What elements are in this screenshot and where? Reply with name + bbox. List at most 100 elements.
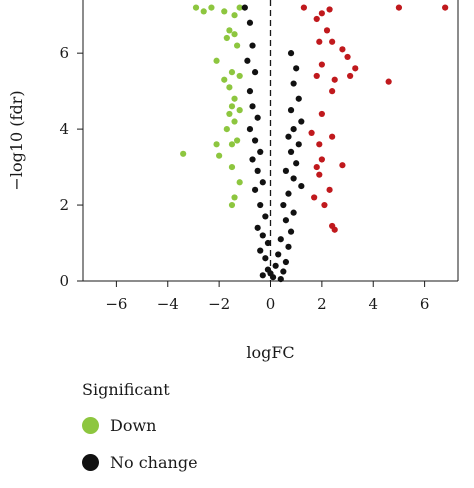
legend-item-down: Down [82,414,198,436]
point-down [228,141,236,148]
point-down [236,72,243,80]
point-no-change [290,209,297,216]
point-no-change [251,137,259,144]
point-up [316,141,323,148]
point-up [313,72,320,80]
point-up [308,129,315,137]
y-axis-title: −log10 (fdr) [7,90,26,190]
point-up [339,46,346,53]
point-no-change [244,57,251,64]
point-no-change [249,156,256,163]
point-no-change [298,182,305,190]
point-up [318,10,325,17]
point-no-change [290,175,297,182]
point-down [223,34,230,42]
point-down [236,179,243,186]
point-down [200,8,207,15]
y-tick-label: 2 [59,196,69,214]
point-up [395,4,403,11]
point-no-change [285,190,292,197]
x-tick-label: −4 [157,295,179,313]
point-down [226,27,233,34]
point-down [231,31,238,38]
point-no-change [257,247,264,254]
point-down [236,107,243,114]
point-down [228,103,236,110]
point-no-change [285,243,292,250]
point-no-change [251,186,259,193]
y-tick-label: 4 [59,120,69,138]
point-up [385,78,392,85]
point-no-change [282,217,290,224]
point-no-change [295,95,302,102]
point-no-change [246,19,254,26]
point-down [208,4,215,11]
point-no-change [293,65,300,72]
point-no-change [249,42,256,49]
point-no-change [259,232,266,239]
point-no-change [249,103,256,110]
point-down [216,152,223,159]
point-down [236,4,243,11]
point-no-change [254,114,261,121]
point-no-change [290,80,297,87]
point-down [234,42,241,49]
point-down [228,201,236,209]
point-down [226,84,233,91]
point-down [223,126,230,133]
point-down [192,4,200,11]
axes: −6 −4 −2 0 2 4 6 0 2 4 6 [59,44,429,313]
legend-label-down: Down [110,415,157,435]
point-no-change [262,255,269,262]
point-up [326,6,333,13]
point-no-change [280,201,287,209]
point-down [228,69,236,76]
point-up [321,201,328,209]
point-no-change [254,224,261,231]
point-no-change [282,258,290,266]
point-up [313,15,320,23]
point-up [316,171,323,178]
point-no-change [287,228,295,235]
legend-item-no-change: No change [82,451,198,473]
point-no-change [257,148,264,155]
point-no-change [272,262,279,269]
point-no-change [251,69,259,76]
point-no-change [254,167,261,174]
point-up [323,27,331,34]
point-no-change [293,160,300,167]
point-no-change [257,201,264,209]
x-tick-label: −2 [208,295,230,313]
point-no-change [282,167,290,174]
x-tick-label: 0 [266,295,276,313]
point-no-change [280,268,287,275]
point-no-change [262,213,269,220]
point-up [329,133,336,140]
data-points [180,4,449,283]
point-down [231,12,238,19]
point-no-change [277,236,284,243]
point-no-change [287,107,295,114]
point-up [329,88,336,95]
legend-swatch-down [82,416,99,434]
point-up [339,162,346,169]
point-down [234,137,241,144]
plot-frame [82,0,459,282]
point-up [347,72,354,80]
point-down [180,150,187,157]
point-no-change [275,251,282,258]
point-no-change [241,4,248,11]
x-tick-label: 4 [368,295,378,313]
point-up [442,4,449,11]
point-up [300,4,307,11]
point-up [313,163,320,171]
point-no-change [246,88,254,95]
x-axis-title: logFC [246,343,294,362]
point-down [231,95,238,102]
x-tick-label: −6 [105,295,127,313]
point-up [311,194,318,201]
legend-title: Significant [82,380,170,399]
point-up [331,76,338,83]
point-no-change [298,118,305,125]
point-up [331,226,338,233]
